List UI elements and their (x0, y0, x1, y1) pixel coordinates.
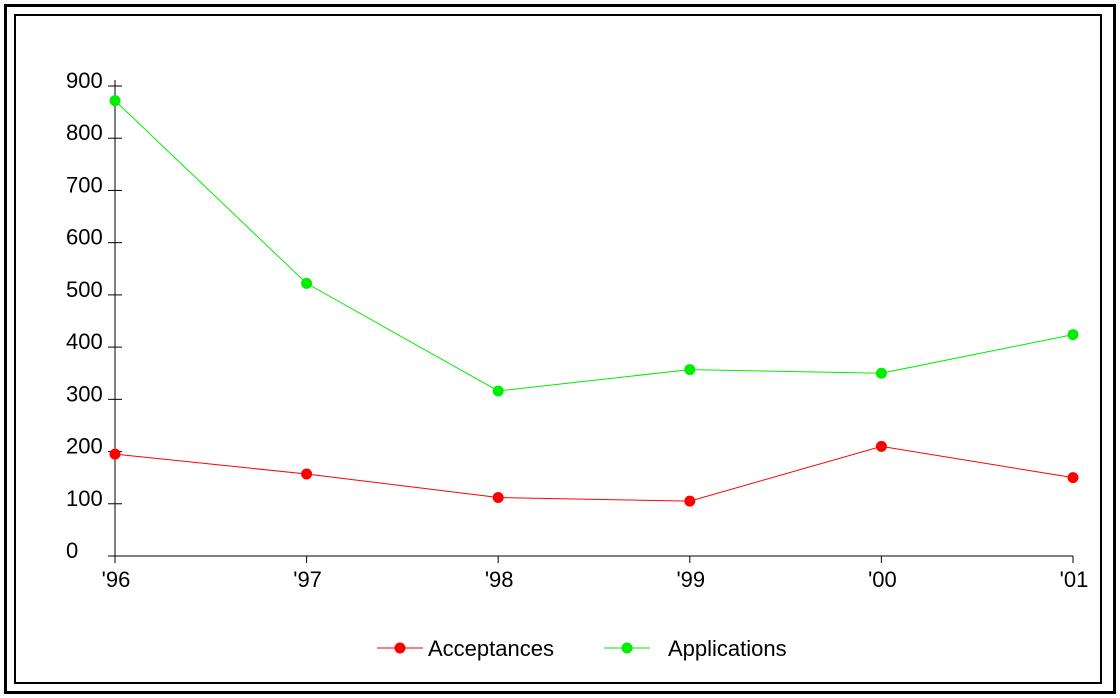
data-point-acceptances (684, 495, 696, 507)
y-tick-label: 700 (66, 172, 103, 197)
data-point-applications (301, 277, 313, 289)
y-tick-label: 200 (66, 434, 103, 459)
series-line-applications (114, 100, 1074, 392)
legend-label-applications: Applications (668, 636, 787, 661)
y-tick-label: 400 (66, 329, 103, 354)
x-tick-label: '97 (293, 567, 322, 592)
data-point-applications (1067, 329, 1079, 341)
legend-marker-applications (621, 642, 633, 654)
data-point-acceptances (301, 468, 313, 480)
legend-label-acceptances: Acceptances (428, 636, 554, 661)
x-tick-label: '00 (868, 567, 897, 592)
chart-series (109, 95, 1079, 507)
x-tick-label: '98 (485, 567, 514, 592)
legend-marker-acceptances (394, 642, 406, 654)
y-tick-label: 500 (66, 277, 103, 302)
y-tick-label: 600 (66, 225, 103, 250)
x-tick-label: '96 (102, 567, 131, 592)
data-point-applications (492, 385, 504, 397)
y-tick-label: 300 (66, 381, 103, 406)
data-point-applications (684, 364, 696, 376)
y-tick-label: 900 (66, 68, 103, 93)
chart-inner-border (14, 14, 1102, 684)
series-line-acceptances (114, 445, 1074, 502)
data-point-acceptances (109, 448, 121, 460)
data-point-applications (109, 95, 121, 107)
x-tick-label: '99 (676, 567, 705, 592)
data-point-acceptances (1067, 472, 1079, 484)
y-tick-label: 100 (66, 486, 103, 511)
data-point-acceptances (875, 440, 887, 452)
x-tick-label: '01 (1060, 567, 1089, 592)
chart-outer-border (4, 4, 1116, 694)
chart-axes: 0 100 200 300 400 500 600 700 800 900 '96 '97 '98 '99… (66, 68, 1088, 592)
y-tick-label: 0 (66, 538, 78, 563)
data-point-applications (875, 367, 887, 379)
y-tick-label: 800 (66, 120, 103, 145)
chart-legend: Acceptances Applications (377, 636, 787, 661)
data-point-acceptances (492, 492, 504, 504)
